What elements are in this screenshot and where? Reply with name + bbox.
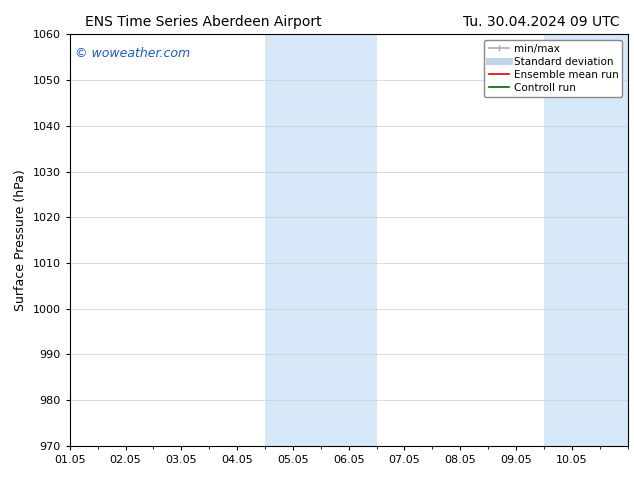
Text: © woweather.com: © woweather.com <box>75 47 190 60</box>
Y-axis label: Surface Pressure (hPa): Surface Pressure (hPa) <box>14 169 27 311</box>
Bar <box>544 34 628 446</box>
Bar <box>265 34 377 446</box>
Text: ENS Time Series Aberdeen Airport: ENS Time Series Aberdeen Airport <box>84 15 321 29</box>
Text: Tu. 30.04.2024 09 UTC: Tu. 30.04.2024 09 UTC <box>463 15 619 29</box>
Legend: min/max, Standard deviation, Ensemble mean run, Controll run: min/max, Standard deviation, Ensemble me… <box>484 40 623 97</box>
